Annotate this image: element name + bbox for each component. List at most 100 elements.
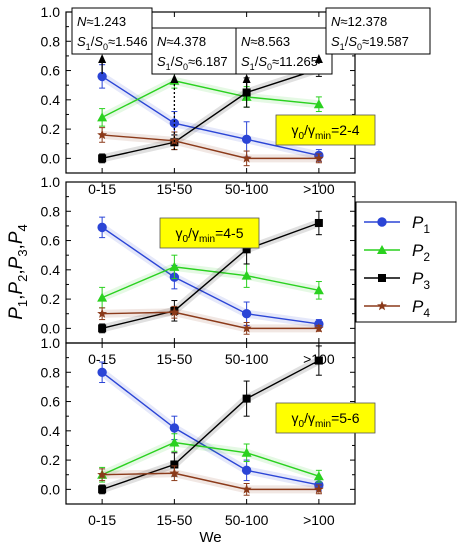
- x-tick-label: 50-100: [225, 512, 269, 528]
- data-point: [98, 154, 107, 163]
- y-tick-label: 0.8: [41, 33, 61, 49]
- x-tick-label: 15-50: [156, 512, 192, 528]
- legend-label: P2: [412, 241, 430, 264]
- series-line: [101, 80, 319, 119]
- data-point: [314, 218, 323, 227]
- x-tick-label: >100: [303, 181, 335, 197]
- series-p4: [97, 127, 324, 167]
- axis-labels: We P1,P2,P3,P4​: [6, 224, 222, 546]
- y-tick-label: 0.2: [41, 121, 61, 137]
- legend-entry-p3: P3: [364, 269, 430, 292]
- panels: 0.0 0.2 0.4 0.6 0.8 1.0 0-15 15-50 50-100 >100 γ0/…: [41, 4, 376, 528]
- data-point: [97, 129, 108, 140]
- top-annotations: N≈1.243 S1/S0≈1.546 N≈4.378 S1/S0≈6.187 N≈8.…: [71, 7, 431, 150]
- data-point: [241, 153, 252, 163]
- legend-label: P3: [412, 269, 430, 292]
- data-point: [97, 308, 108, 318]
- data-point: [97, 469, 108, 479]
- legend-label: P4: [412, 297, 430, 320]
- y-tick-label: 0.2: [41, 452, 61, 468]
- annotation-n: N≈8.563: [241, 34, 290, 49]
- arrowhead: [242, 74, 251, 83]
- annotation-box: [325, 7, 431, 55]
- legend-entry-p2: P2: [364, 241, 430, 264]
- y-tick-label: 0.6: [41, 394, 61, 410]
- arrowhead: [314, 54, 323, 63]
- series-p4: [97, 465, 324, 496]
- x-tick-label: 15-50: [156, 181, 192, 197]
- y-tick-label: 0.4: [41, 92, 61, 108]
- data-point: [313, 323, 324, 333]
- annotation-ratio: S1/S0≈6.187: [157, 54, 228, 72]
- series-p2: [97, 433, 324, 483]
- condition-box: [159, 217, 260, 249]
- data-point: [241, 309, 252, 319]
- data-point: [241, 447, 252, 457]
- y-tick-label: 0.6: [41, 63, 61, 79]
- x-tick-label: 15-50: [156, 351, 192, 367]
- y-tick-label: 0.8: [41, 203, 61, 219]
- arrowhead: [98, 54, 107, 63]
- annotation-ratio: S1/S0≈19.587: [331, 34, 409, 52]
- annotation-ratio: S1/S0≈11.265: [241, 54, 318, 72]
- series-line: [101, 222, 320, 330]
- top-annotation-4: N≈12.378 S1/S0≈19.587: [314, 7, 431, 64]
- y-tick-label: 0.0: [41, 481, 61, 497]
- panel-1: 0.0 0.2 0.4 0.6 0.8 1.0 0-15 15-50 50-100 >100 γ0/…: [41, 4, 376, 197]
- data-point: [241, 134, 252, 145]
- annotation-box: [151, 27, 237, 75]
- data-point: [241, 323, 252, 333]
- data-point: [169, 423, 180, 433]
- condition-box: [275, 114, 376, 146]
- data-point: [97, 112, 108, 122]
- data-point: [169, 118, 180, 128]
- series-line: [101, 68, 320, 160]
- condition-label: γ0/γmin=4-5: [176, 225, 244, 245]
- panel-3: 0.0 0.2 0.4 0.6 0.8 1.0 0-15 15-50 50-100 >100 γ0/…: [41, 335, 376, 528]
- data-point: [313, 99, 324, 109]
- panel-2: 0.0 0.2 0.4 0.6 0.8 1.0 0-15 15-50 50-100 >100 γ0/…: [41, 174, 356, 367]
- x-tick-label: 0-15: [88, 351, 116, 367]
- series-line: [102, 134, 319, 160]
- annotation-n: N≈1.243: [77, 14, 126, 29]
- x-tick-label: >100: [303, 512, 335, 528]
- y-tick-label: 0.0: [41, 150, 61, 166]
- arrowhead: [170, 74, 179, 83]
- y-tick-label: 0.6: [41, 233, 61, 249]
- data-point: [242, 245, 251, 254]
- y-tick-label: 0.4: [41, 423, 61, 439]
- series-p1: [97, 361, 324, 492]
- series-line: [101, 359, 320, 491]
- data-point: [98, 485, 107, 494]
- data-point: [313, 471, 324, 481]
- x-tick-label: 50-100: [225, 351, 269, 367]
- data-point: [241, 484, 252, 494]
- y-tick-label: 1.0: [41, 174, 61, 190]
- series-line: [102, 472, 319, 491]
- x-tick-label: 50-100: [225, 181, 269, 197]
- annotation-box: [71, 7, 153, 55]
- condition-label: γ0/γmin=5-6: [292, 410, 360, 430]
- top-annotation-2: N≈4.378 S1/S0≈6.187: [151, 27, 237, 150]
- annotation-box: [235, 27, 333, 75]
- data-point: [169, 261, 180, 271]
- y-tick-label: 0.4: [41, 262, 61, 278]
- series-line: [101, 266, 320, 299]
- top-annotation-1: N≈1.243 S1/S0≈1.546: [71, 7, 153, 74]
- legend-marker: [377, 245, 387, 254]
- top-annotation-3: N≈8.563 S1/S0≈11.265: [235, 27, 333, 96]
- y-tick-label: 0.0: [41, 320, 61, 336]
- legend-entry-p4: P4: [364, 297, 430, 320]
- plot-frame: [65, 11, 356, 174]
- data-point: [242, 394, 251, 403]
- data-point: [97, 292, 108, 302]
- y-tick-label: 1.0: [41, 4, 61, 20]
- annotation-n: N≈4.378: [157, 34, 206, 49]
- legend-entry-p1: P1: [364, 213, 430, 236]
- y-tick-label: 0.8: [41, 364, 61, 380]
- legend-label: P1: [412, 213, 430, 236]
- data-point: [97, 367, 107, 377]
- condition-label: γ0/γmin=2-4: [292, 122, 360, 142]
- data-point: [98, 324, 107, 333]
